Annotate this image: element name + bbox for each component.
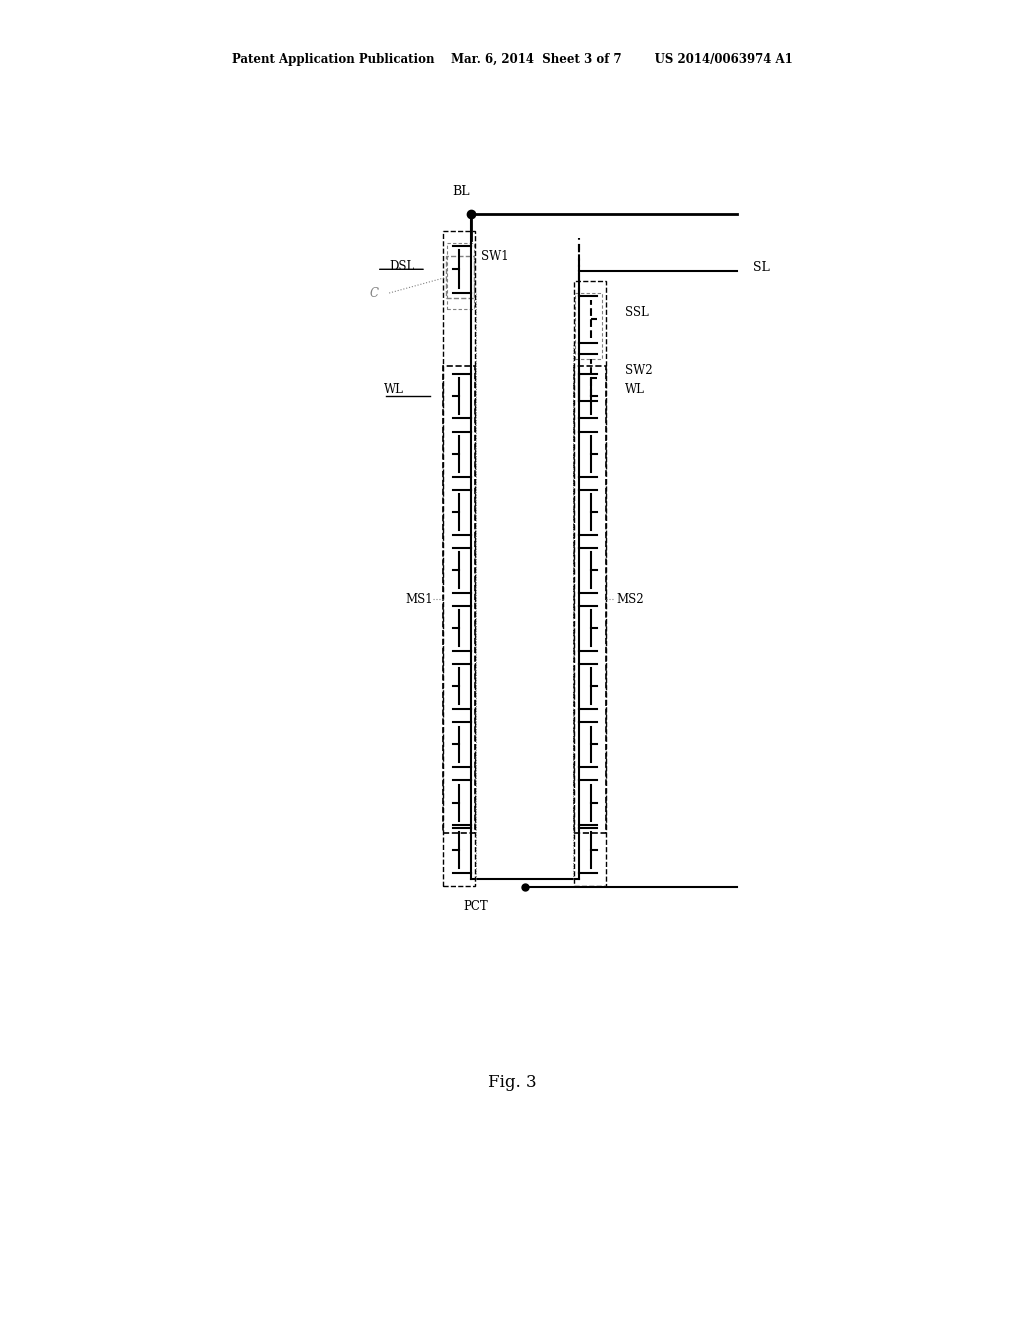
Bar	[443, 231, 475, 886]
Text: SW1: SW1	[481, 249, 509, 263]
Text: Patent Application Publication    Mar. 6, 2014  Sheet 3 of 7        US 2014/0063: Patent Application Publication Mar. 6, 2…	[231, 53, 793, 66]
Bar	[575, 293, 602, 359]
Text: Fig. 3: Fig. 3	[487, 1074, 537, 1090]
Text: WL: WL	[384, 383, 403, 396]
Text: MS2: MS2	[616, 593, 644, 606]
Bar	[447, 243, 474, 309]
Bar	[443, 366, 475, 833]
Text: BL: BL	[452, 185, 470, 198]
Text: DSL: DSL	[389, 260, 415, 273]
Text: C: C	[370, 286, 379, 300]
Bar	[574, 281, 606, 886]
Text: SSL: SSL	[625, 306, 648, 319]
Text: PCT: PCT	[463, 900, 488, 913]
Text: MS1: MS1	[406, 593, 433, 606]
Bar	[574, 366, 606, 833]
Text: WL: WL	[625, 383, 644, 396]
Text: SW2: SW2	[625, 364, 652, 378]
Text: SL: SL	[753, 261, 769, 275]
